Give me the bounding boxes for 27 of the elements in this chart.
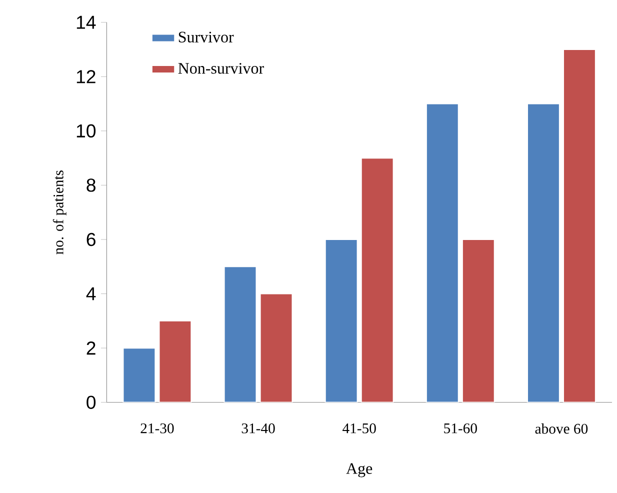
- y-tick-label: 10: [76, 124, 96, 138]
- bar: [526, 103, 560, 402]
- x-axis-title: Age: [346, 463, 372, 478]
- y-tick-label: 6: [86, 232, 96, 246]
- bar: [426, 103, 459, 402]
- x-tick-label: above 60: [535, 423, 588, 434]
- y-tick-label: 12: [76, 70, 96, 84]
- x-tick-label: 51-60: [444, 423, 477, 434]
- y-tick-label: 14: [76, 16, 96, 29]
- bar: [260, 293, 293, 402]
- bar: [158, 320, 192, 402]
- bar: [224, 266, 257, 402]
- bar: [122, 348, 156, 402]
- legend-label: Survivor: [178, 32, 234, 42]
- bar: [324, 238, 358, 402]
- bar: [462, 238, 495, 402]
- y-tick-label: 0: [86, 396, 96, 409]
- y-tick-label: 2: [86, 342, 96, 355]
- bar: [562, 48, 596, 402]
- bar: [360, 158, 394, 402]
- x-tick-label: 41-50: [342, 423, 376, 434]
- y-axis-title: no. of patients: [52, 170, 66, 254]
- x-tick-label: 21-30: [140, 423, 174, 434]
- legend-label: Non-survivor: [178, 62, 264, 74]
- x-tick-label: 31-40: [242, 423, 275, 434]
- y-tick-label: 4: [86, 287, 96, 300]
- y-tick-label: 8: [86, 178, 96, 192]
